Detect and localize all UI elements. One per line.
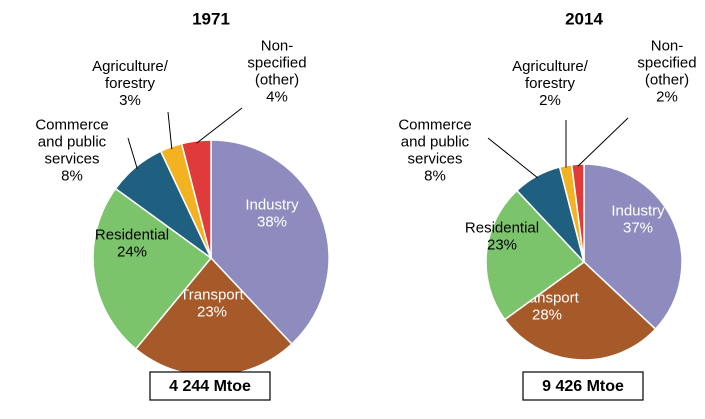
slice-value-label: 3%	[119, 92, 141, 109]
slice-value-label: 28%	[532, 306, 562, 323]
slice-label: Commerce and public services	[398, 116, 471, 167]
leader-line	[487, 137, 539, 179]
total-label: 4 244 Mtoe	[169, 378, 251, 395]
slice-value-label: 4%	[266, 88, 288, 105]
pie-slice	[583, 163, 683, 331]
leader-line	[577, 117, 629, 167]
slice-value-label: 23%	[197, 303, 227, 320]
slice-label: Residential	[465, 219, 539, 236]
slice-value-label: 38%	[257, 213, 287, 230]
slice-value-label: 37%	[623, 219, 653, 236]
slice-label: Agriculture/forestry	[92, 58, 169, 92]
pie-slice	[92, 187, 213, 350]
slice-label: Residential	[95, 226, 169, 243]
total-label: 9 426 Mtoe	[542, 378, 624, 395]
slice-value-label: 2%	[656, 88, 678, 105]
leader-line	[196, 107, 243, 144]
slice-label: Non-specified (other)	[637, 37, 696, 88]
total-box	[149, 371, 271, 401]
slice-value-label: 23%	[487, 236, 517, 253]
slice-label: Commerce and public services	[35, 116, 108, 167]
leader-line	[127, 137, 138, 170]
chart-title: 1971	[192, 9, 230, 28]
slice-value-label: 8%	[61, 167, 83, 184]
pie-slice	[210, 139, 330, 346]
slice-value-label: 2%	[539, 92, 561, 109]
slice-label: Agriculture/forestry	[512, 58, 589, 92]
slice-label: Industry	[611, 202, 665, 219]
pie-slice	[570, 163, 585, 263]
chart-title: 2014	[565, 9, 603, 28]
pie-slice	[503, 261, 657, 361]
slice-label: Transport	[180, 286, 244, 303]
pie-slice	[485, 189, 586, 321]
slice-label: Industry	[245, 196, 299, 213]
pie-slice	[180, 139, 212, 259]
slice-value-label: 8%	[424, 167, 446, 184]
slice-value-label: 24%	[117, 243, 147, 260]
slice-label: Non-specified (other)	[247, 37, 306, 88]
total-box	[522, 371, 644, 401]
leader-line	[167, 111, 173, 150]
